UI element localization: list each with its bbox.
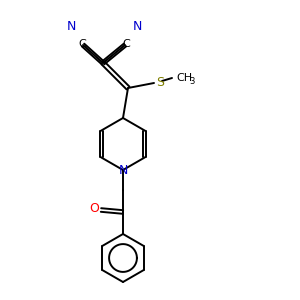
Text: 3: 3 <box>189 76 194 85</box>
Text: C: C <box>122 39 130 49</box>
Text: C: C <box>78 39 86 49</box>
Text: CH: CH <box>176 73 192 83</box>
Text: N: N <box>132 20 142 34</box>
Text: S: S <box>156 76 164 88</box>
Text: N: N <box>118 164 128 176</box>
Text: O: O <box>89 202 99 215</box>
Text: N: N <box>66 20 76 34</box>
